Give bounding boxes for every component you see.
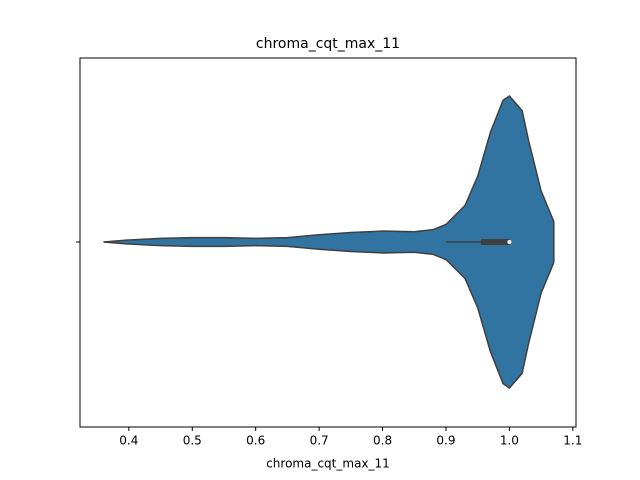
x-tick-label: 0.7 [310,434,329,448]
x-tick-label: 1.0 [500,434,519,448]
x-axis-label: chroma_cqt_max_11 [266,457,390,471]
x-tick-label: 0.6 [246,434,265,448]
x-tick-label: 0.8 [373,434,392,448]
median [507,240,512,244]
violin-outline [103,95,555,243]
violin-half [103,242,554,388]
chart-title: chroma_cqt_max_11 [256,36,400,52]
box [480,239,510,245]
x-tick-label: 0.9 [436,434,455,448]
plot-frame [79,57,577,428]
x-tick-label: 0.4 [119,434,138,448]
x-tick-label: 1.1 [563,434,582,448]
x-tick-label: 0.5 [183,434,202,448]
violin-half [103,96,554,242]
violin-outline [103,241,555,389]
